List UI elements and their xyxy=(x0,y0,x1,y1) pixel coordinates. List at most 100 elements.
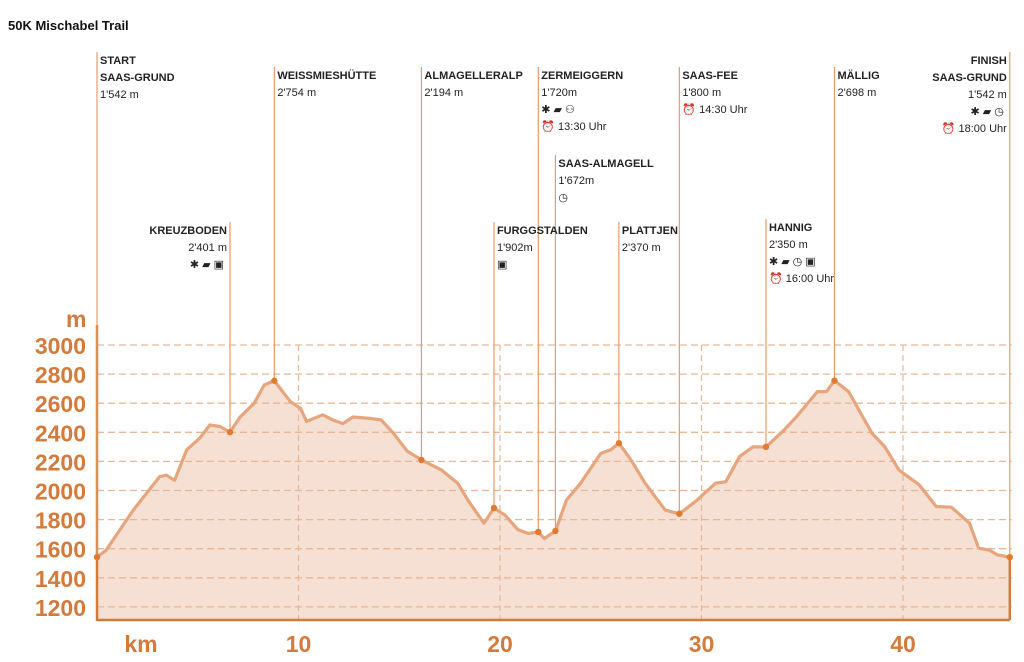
stopwatch-icon: ◷ xyxy=(792,256,806,268)
station-name: FURGGSTALDEN xyxy=(496,225,588,237)
station-name: SAAS-GRUND xyxy=(100,72,175,84)
station-label: FINISH SAAS-GRUND 1'542 m ✱▰◷ ⏰ 18:00 Uhr xyxy=(932,53,1007,138)
cutoff-time: ⏰ 14:30 Uhr xyxy=(682,102,747,119)
station-elevation: 1'800 m xyxy=(682,87,722,99)
station-name: SAAS-ALMAGELL xyxy=(558,158,654,170)
y-tick-label: 1600 xyxy=(35,537,86,563)
station-name: PLATTJEN xyxy=(621,225,678,237)
station-services: ✱▰◷ xyxy=(932,104,1007,121)
y-tick-label: 2800 xyxy=(35,362,86,388)
station-label: SAAS-ALMAGELL 1'672m ◷ xyxy=(558,156,653,207)
station-name: ALMAGELLERALP xyxy=(424,70,523,82)
station-marker-dot xyxy=(552,527,559,535)
y-tick-label: 3000 xyxy=(35,333,86,359)
station-marker-dot xyxy=(418,456,425,464)
cutoff-time-text: 14:30 Uhr xyxy=(699,104,748,116)
stopwatch-icon: ◷ xyxy=(558,192,572,204)
station-marker-dot xyxy=(226,428,234,436)
station-label: MÄLLIG 2'698 m xyxy=(837,68,879,102)
station-name: HANNIG xyxy=(768,222,813,234)
food-aid-icon: ✱ xyxy=(189,259,203,271)
medical-van-icon: ▰ xyxy=(781,256,793,268)
station-name: WEISSMIESHÜTTE xyxy=(277,70,377,82)
stopwatch-icon: ◷ xyxy=(994,106,1007,118)
station-label: HANNIG 2'350 m ✱▰◷▣ ⏰ 16:00 Uhr xyxy=(769,220,834,288)
cutoff-time: ⏰ 18:00 Uhr xyxy=(932,121,1007,138)
station-elevation: 2'401 m xyxy=(188,242,227,254)
alarm-clock-icon: ⏰ xyxy=(768,273,786,285)
y-tick-label: 2600 xyxy=(35,391,86,417)
station-elevation: 1'672m xyxy=(558,175,595,187)
x-tick-label: 30 xyxy=(689,631,715,657)
station-label: ALMAGELLERALP 2'194 m xyxy=(424,68,522,102)
food-aid-icon: ✱ xyxy=(768,256,782,268)
station-elevation: 2'194 m xyxy=(424,87,464,99)
station-label: ZERMEIGGERN 1'720m ✱▰⚇ ⏰ 13:30 Uhr xyxy=(541,68,623,136)
profile-line xyxy=(96,379,1011,559)
station-name: START xyxy=(100,55,136,67)
station-elevation: 2'698 m xyxy=(837,87,877,99)
station-marker-dot xyxy=(490,504,498,512)
station-marker-dot xyxy=(1006,553,1013,561)
station-name: SAAS-GRUND xyxy=(932,72,1007,84)
medical-van-icon: ▰ xyxy=(202,259,214,271)
food-aid-icon: ✱ xyxy=(541,104,554,116)
y-axis-label: m xyxy=(66,306,86,332)
y-tick-label: 1400 xyxy=(35,566,86,592)
station-services: ✱▰◷▣ xyxy=(769,254,834,271)
station-services: ✱▰▣ xyxy=(149,257,227,274)
station-name: FINISH xyxy=(970,55,1007,67)
station-name: KREUZBODEN xyxy=(149,225,227,237)
station-marker-dot xyxy=(271,377,278,384)
station-services: ▣ xyxy=(497,257,588,274)
profile-area xyxy=(97,380,1010,620)
station-elevation: 1'720m xyxy=(541,87,578,99)
medical-van-icon: ▰ xyxy=(982,106,995,118)
medical-van-icon: ▰ xyxy=(553,104,565,116)
cutoff-time: ⏰ 16:00 Uhr xyxy=(769,271,834,288)
station-marker-dot xyxy=(93,553,101,561)
x-tick-label: 40 xyxy=(890,631,916,657)
x-axis-label: km xyxy=(124,631,157,657)
station-marker-dot xyxy=(676,510,683,517)
y-tick-label: 2000 xyxy=(35,479,86,505)
station-name: MÄLLIG xyxy=(837,70,880,82)
station-name: SAAS-FEE xyxy=(682,70,738,82)
cutoff-time-text: 13:30 Uhr xyxy=(558,121,607,133)
alarm-clock-icon: ⏰ xyxy=(682,104,700,116)
station-label: SAAS-FEE 1'800 m ⏰ 14:30 Uhr xyxy=(682,68,747,119)
y-tick-label: 2200 xyxy=(35,449,86,475)
cutoff-time: ⏰ 13:30 Uhr xyxy=(541,119,623,136)
alarm-clock-icon: ⏰ xyxy=(541,121,559,133)
station-marker-dot xyxy=(762,443,770,451)
cable-car-icon: ▣ xyxy=(213,259,227,271)
station-elevation: 1'542 m xyxy=(100,89,139,101)
station-elevation: 1'902m xyxy=(496,242,533,254)
station-label: START SAAS-GRUND 1'542 m xyxy=(100,53,175,104)
station-elevation: 2'754 m xyxy=(277,87,317,99)
y-tick-label: 1200 xyxy=(35,595,86,621)
station-marker-dot xyxy=(615,440,623,447)
cutoff-time-text: 16:00 Uhr xyxy=(785,273,835,285)
station-elevation: 2'370 m xyxy=(621,242,661,254)
x-tick-label: 10 xyxy=(286,631,312,657)
station-marker-dot xyxy=(831,377,838,384)
toilets-icon: ⚇ xyxy=(564,104,578,116)
station-marker-dot xyxy=(535,528,542,536)
station-elevation: 2'350 m xyxy=(768,239,808,251)
station-services: ✱▰⚇ xyxy=(541,102,623,119)
station-label: FURGGSTALDEN 1'902m ▣ xyxy=(497,223,588,274)
cable-car-icon: ▣ xyxy=(805,256,819,268)
food-aid-icon: ✱ xyxy=(970,106,983,118)
station-label: WEISSMIESHÜTTE 2'754 m xyxy=(277,68,376,102)
station-elevation: 1'542 m xyxy=(968,89,1007,101)
station-name: ZERMEIGGERN xyxy=(541,70,624,82)
station-label: PLATTJEN 2'370 m xyxy=(622,223,678,257)
y-tick-label: 1800 xyxy=(35,508,86,534)
station-services: ◷ xyxy=(558,190,653,207)
x-tick-label: 20 xyxy=(487,631,513,657)
y-tick-label: 2400 xyxy=(35,420,86,446)
station-label: KREUZBODEN 2'401 m ✱▰▣ xyxy=(149,223,227,274)
alarm-clock-icon: ⏰ xyxy=(941,123,959,135)
